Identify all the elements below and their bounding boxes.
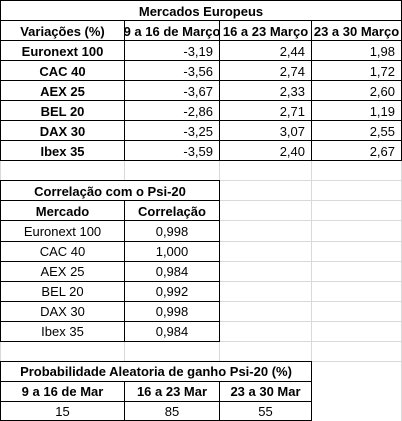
- value-cell[interactable]: 2,67: [369, 143, 395, 159]
- header-prob-period-3[interactable]: 23 a 30 Mar: [230, 384, 301, 399]
- market-name-cell[interactable]: BEL 20: [40, 103, 85, 119]
- value-cell[interactable]: 2,33: [279, 83, 305, 99]
- market-name-cell[interactable]: DAX 30: [40, 303, 85, 319]
- correlation-value-cell[interactable]: 0,984: [155, 263, 189, 279]
- correlation-value-cell[interactable]: 0,992: [155, 283, 189, 299]
- market-name-cell[interactable]: Ibex 35: [40, 143, 85, 159]
- header-prob-period-2[interactable]: 16 a 23 Mar: [136, 384, 208, 399]
- market-name-cell[interactable]: AEX 25: [40, 263, 85, 279]
- value-cell[interactable]: -3,25: [183, 123, 213, 139]
- value-cell[interactable]: 2,60: [369, 83, 395, 99]
- header-prob-period-1[interactable]: 9 a 16 de Mar: [21, 384, 104, 399]
- value-cell[interactable]: 2,71: [279, 103, 305, 119]
- european-markets-title[interactable]: Mercados Europeus: [138, 3, 264, 19]
- header-period-2[interactable]: 16 a 23 Março: [222, 23, 309, 39]
- market-name-cell[interactable]: CAC 40: [39, 63, 86, 79]
- value-cell[interactable]: 1,72: [369, 63, 395, 79]
- value-cell[interactable]: -3,59: [183, 143, 213, 159]
- market-name-cell[interactable]: Euronext 100: [23, 223, 102, 239]
- correlation-value-cell[interactable]: 1,000: [155, 243, 189, 259]
- market-name-cell[interactable]: AEX 25: [40, 83, 85, 99]
- header-variacoes[interactable]: Variações (%): [20, 23, 105, 39]
- correlation-title[interactable]: Correlação com o Psi-20: [34, 183, 186, 199]
- header-correlacao[interactable]: Correlação: [138, 203, 206, 219]
- correlation-value-cell[interactable]: 0,984: [155, 323, 189, 339]
- header-period-1[interactable]: 9 a 16 de Março: [125, 23, 219, 39]
- value-cell[interactable]: 2,55: [369, 123, 395, 139]
- correlation-value-cell[interactable]: 0,998: [155, 223, 189, 239]
- correlation-value-cell[interactable]: 0,998: [155, 303, 189, 319]
- probability-value-cell[interactable]: 15: [55, 403, 70, 419]
- market-name-cell[interactable]: Ibex 35: [41, 323, 84, 339]
- value-cell[interactable]: 2,44: [279, 43, 305, 59]
- market-name-cell[interactable]: CAC 40: [39, 243, 86, 259]
- value-cell[interactable]: 2,40: [279, 143, 305, 159]
- market-name-cell[interactable]: Euronext 100: [21, 43, 104, 59]
- market-name-cell[interactable]: DAX 30: [39, 123, 86, 139]
- value-cell[interactable]: -3,67: [183, 83, 213, 99]
- value-cell[interactable]: -2,86: [183, 103, 213, 119]
- value-cell[interactable]: 3,07: [279, 123, 305, 139]
- probability-value-cell[interactable]: 55: [258, 403, 273, 419]
- probability-title[interactable]: Probabilidade Aleatoria de ganho Psi-20 …: [20, 364, 292, 379]
- value-cell[interactable]: -3,19: [183, 43, 213, 59]
- value-cell[interactable]: 1,19: [369, 103, 395, 119]
- header-period-3[interactable]: 23 a 30 Março: [313, 23, 400, 39]
- market-name-cell[interactable]: BEL 20: [41, 283, 84, 299]
- value-cell[interactable]: 1,98: [369, 43, 395, 59]
- value-cell[interactable]: 2,74: [279, 63, 305, 79]
- value-cell[interactable]: -3,56: [183, 63, 213, 79]
- probability-value-cell[interactable]: 85: [164, 403, 180, 419]
- header-mercado[interactable]: Mercado: [35, 203, 90, 219]
